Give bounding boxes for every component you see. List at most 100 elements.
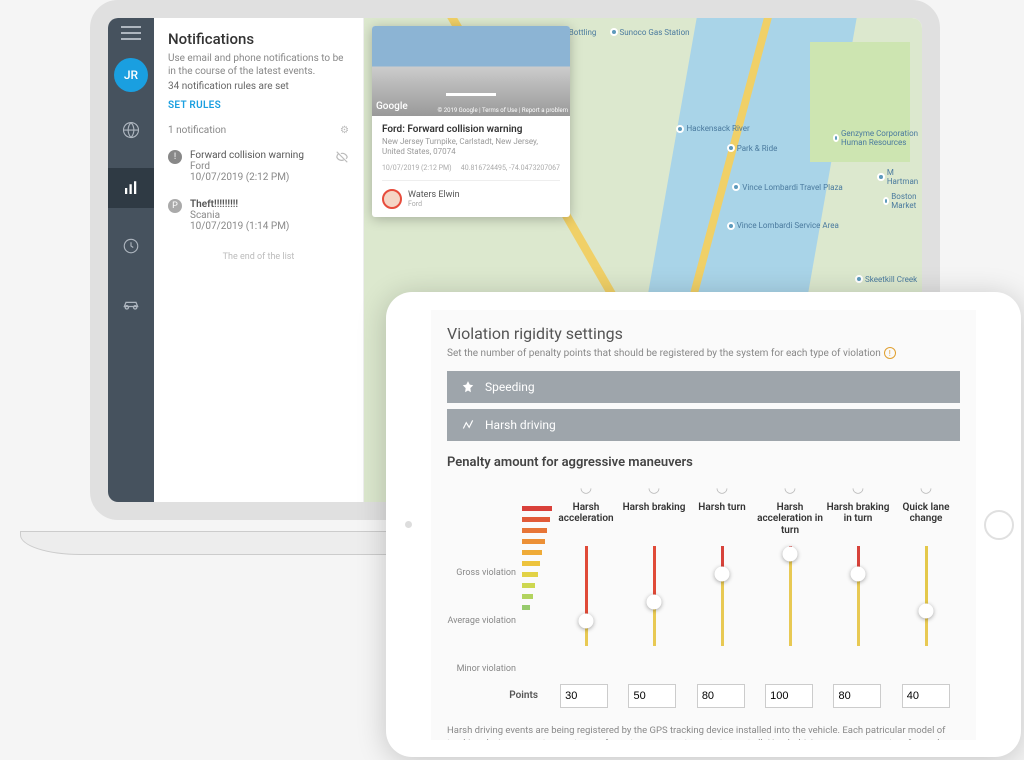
- slider-knob[interactable]: [919, 603, 934, 618]
- map-poi[interactable]: Hackensack River: [676, 124, 749, 133]
- set-rules-button[interactable]: SET RULES: [168, 100, 349, 111]
- panel-description: Use email and phone notifications to be …: [168, 52, 349, 78]
- menu-icon[interactable]: [121, 26, 141, 40]
- globe-icon[interactable]: [108, 110, 154, 150]
- points-row: Points: [447, 684, 960, 708]
- chart-column: ◡Harsh acceleration: [552, 480, 620, 674]
- reports-icon[interactable]: [108, 168, 154, 208]
- chart-column: ◡Harsh braking: [620, 480, 688, 674]
- notification-title: Theft!!!!!!!!!: [190, 199, 349, 210]
- map-poi[interactable]: Genzyme Corporation Human Resources: [833, 129, 922, 147]
- notification-item[interactable]: P Theft!!!!!!!!! Scania 10/07/2019 (1:14…: [168, 193, 349, 242]
- chart-column: ◡Harsh braking in turn: [824, 480, 892, 674]
- chart-title: Penalty amount for aggressive maneuvers: [447, 455, 960, 470]
- maneuver-icon: ◡: [648, 480, 660, 502]
- map-poi[interactable]: M Hartman: [877, 168, 922, 186]
- end-of-list: The end of the list: [168, 252, 349, 262]
- maneuver-icon: ◡: [716, 480, 728, 502]
- tablet-bezel-left: [386, 521, 431, 528]
- driver-avatar: [382, 189, 402, 209]
- column-label: Quick lane change: [892, 502, 960, 542]
- column-label: Harsh braking: [623, 502, 686, 542]
- hide-icon[interactable]: [335, 150, 349, 167]
- gear-icon[interactable]: ⚙: [340, 125, 349, 136]
- driver-row[interactable]: Waters Elwin Ford: [382, 180, 560, 209]
- column-label: Harsh acceleration: [552, 502, 620, 542]
- popup-time: 10/07/2019 (2:12 PM): [382, 164, 452, 172]
- rules-count: 34 notification rules are set: [168, 81, 349, 92]
- accordion-harsh-driving[interactable]: Harsh driving: [447, 409, 960, 441]
- points-input[interactable]: [697, 684, 745, 708]
- column-label: Harsh acceleration in turn: [756, 502, 824, 542]
- penalty-slider[interactable]: [653, 546, 656, 646]
- map-poi[interactable]: Boston Market: [883, 192, 922, 210]
- vehicle-icon[interactable]: [108, 284, 154, 324]
- event-popup: Google © 2019 Google | Terms of Use | Re…: [372, 26, 570, 217]
- info-icon[interactable]: !: [884, 347, 896, 359]
- history-icon[interactable]: [108, 226, 154, 266]
- points-input[interactable]: [765, 684, 813, 708]
- penalty-slider[interactable]: [585, 546, 588, 646]
- slider-knob[interactable]: [579, 613, 594, 628]
- map-poi[interactable]: Park & Ride: [727, 144, 778, 153]
- tablet-screen: Violation rigidity settings Set the numb…: [431, 310, 976, 740]
- user-avatar[interactable]: JR: [114, 58, 148, 92]
- map-poi[interactable]: Vince Lombardi Service Area: [727, 221, 839, 230]
- points-input[interactable]: [628, 684, 676, 708]
- penalty-slider[interactable]: [721, 546, 724, 646]
- slider-knob[interactable]: [647, 594, 662, 609]
- y-label-minor: Minor violation: [457, 664, 516, 674]
- penalty-slider[interactable]: [789, 546, 792, 646]
- notification-time: 10/07/2019 (2:12 PM): [190, 172, 349, 183]
- driver-vehicle: Ford: [408, 200, 460, 208]
- maneuver-icon: ◡: [920, 480, 932, 502]
- popup-address: New Jersey Turnpike, Carlstadt, New Jers…: [382, 137, 560, 158]
- popup-title: Ford: Forward collision warning: [382, 124, 560, 135]
- slider-knob[interactable]: [783, 546, 798, 561]
- points-label: Points: [447, 690, 550, 701]
- streetview-image[interactable]: Google © 2019 Google | Terms of Use | Re…: [372, 26, 570, 116]
- notification-time: 10/07/2019 (1:14 PM): [190, 221, 349, 232]
- rocket-icon: [461, 380, 475, 394]
- google-attribution: © 2019 Google | Terms of Use | Report a …: [438, 107, 569, 114]
- map-poi[interactable]: Skeetkill Creek: [855, 275, 917, 284]
- slider-knob[interactable]: [715, 566, 730, 581]
- notification-vehicle: Scania: [190, 210, 349, 221]
- points-input[interactable]: [833, 684, 881, 708]
- accordion-speeding[interactable]: Speeding: [447, 371, 960, 403]
- map-poi[interactable]: Vince Lombardi Travel Plaza: [732, 183, 843, 192]
- chart-columns: ◡Harsh acceleration◡Harsh braking◡Harsh …: [552, 480, 960, 674]
- panel-title: Notifications: [168, 30, 349, 48]
- accordion-label: Harsh driving: [485, 418, 556, 432]
- notification-vehicle: Ford: [190, 161, 349, 172]
- notification-item[interactable]: ! Forward collision warning Ford 10/07/2…: [168, 144, 349, 193]
- column-label: Harsh turn: [698, 502, 745, 542]
- maneuver-icon: ◡: [580, 480, 592, 502]
- map-poi[interactable]: Sunoco Gas Station: [610, 28, 690, 37]
- severity-scale-icon: [522, 480, 552, 610]
- settings-title: Violation rigidity settings: [447, 324, 960, 343]
- tablet-bezel-right: [976, 510, 1021, 540]
- zigzag-icon: [461, 418, 475, 432]
- slider-knob[interactable]: [851, 566, 866, 581]
- alert-icon: !: [168, 150, 182, 164]
- y-label-average: Average violation: [447, 616, 516, 626]
- penalty-chart: Gross violation Average violation Minor …: [447, 480, 960, 674]
- section-label: 1 notification: [168, 125, 226, 136]
- penalty-slider[interactable]: [925, 546, 928, 646]
- chart-column: ◡Quick lane change: [892, 480, 960, 674]
- notifications-panel: Notifications Use email and phone notifi…: [154, 18, 364, 502]
- notification-title: Forward collision warning: [190, 150, 349, 161]
- penalty-slider[interactable]: [857, 546, 860, 646]
- parking-icon: P: [168, 199, 182, 213]
- y-label-gross: Gross violation: [456, 568, 516, 578]
- settings-subtitle: Set the number of penalty points that sh…: [447, 347, 960, 359]
- camera-icon: [405, 521, 412, 528]
- home-button[interactable]: [984, 510, 1014, 540]
- y-axis-labels: Gross violation Average violation Minor …: [447, 480, 522, 674]
- maneuver-icon: ◡: [852, 480, 864, 502]
- sidebar: JR: [108, 18, 154, 502]
- popup-coords: 40.816724495, -74.0473207067: [461, 164, 560, 172]
- points-input[interactable]: [560, 684, 608, 708]
- points-input[interactable]: [902, 684, 950, 708]
